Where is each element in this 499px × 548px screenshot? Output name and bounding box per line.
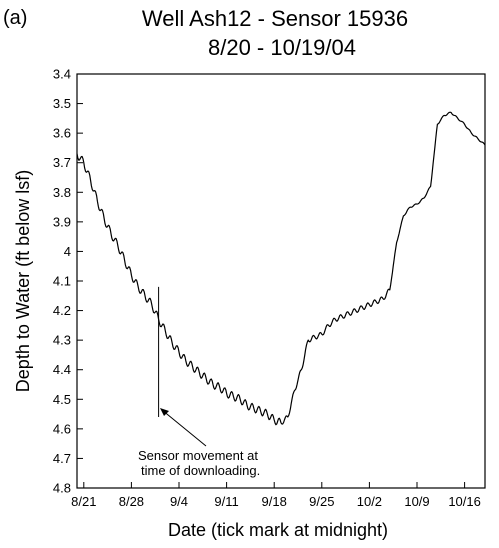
- y-tick-label: 4.2: [53, 303, 71, 318]
- x-tick-label: 9/25: [309, 494, 334, 509]
- y-tick-label: 3.8: [53, 185, 71, 200]
- y-tick-label: 3.7: [53, 155, 71, 170]
- chart-subtitle: 8/20 - 10/19/04: [208, 35, 356, 60]
- y-tick-label: 3.5: [53, 96, 71, 111]
- plot-frame: [76, 73, 486, 489]
- y-axis-label: Depth to Water (ft below lsf): [13, 170, 33, 392]
- x-tick-label: 9/18: [262, 494, 287, 509]
- y-tick-label: 4.5: [53, 392, 71, 407]
- panel-label: (a): [3, 7, 27, 29]
- x-tick-label: 9/11: [214, 494, 238, 509]
- x-tick-label: 10/2: [357, 494, 382, 509]
- y-tick-label: 4.4: [53, 362, 71, 377]
- series-line: [76, 111, 486, 426]
- annotation-line-2: time of downloading.: [141, 463, 260, 478]
- y-tick-label: 4.3: [53, 333, 71, 348]
- y-tick-label: 4.6: [53, 421, 71, 436]
- y-tick-label: 4.8: [53, 481, 71, 496]
- y-tick-label: 4: [64, 244, 71, 259]
- annotation-arrowhead: [160, 408, 169, 416]
- x-tick-label: 10/9: [404, 494, 429, 509]
- x-axis: 8/21 8/28 9/4 9/11 9/18 9/25 10/2 10/9 10/16: [71, 482, 481, 509]
- x-tick-label: 8/21: [71, 494, 96, 509]
- y-tick-label: 3.4: [53, 67, 71, 82]
- x-tick-label: 10/16: [448, 494, 481, 509]
- annotation-line-1: Sensor movement at: [138, 448, 258, 463]
- y-axis: 3.4 3.5 3.6 3.7 3.8 3.9 4 4.1 4.2 4.3 4.4 4.5 4.6 4.7…: [53, 67, 83, 496]
- y-tick-label: 4.1: [53, 274, 71, 289]
- y-tick-label: 3.9: [53, 214, 71, 229]
- y-tick-label: 3.6: [53, 126, 71, 141]
- annotation-arrow: [161, 409, 207, 447]
- y-tick-label: 4.7: [53, 451, 71, 466]
- x-axis-label: Date (tick mark at midnight): [168, 520, 388, 540]
- x-tick-label: 8/28: [119, 494, 144, 509]
- x-tick-label: 9/4: [170, 494, 188, 509]
- chart-title: Well Ash12 - Sensor 15936: [142, 6, 408, 31]
